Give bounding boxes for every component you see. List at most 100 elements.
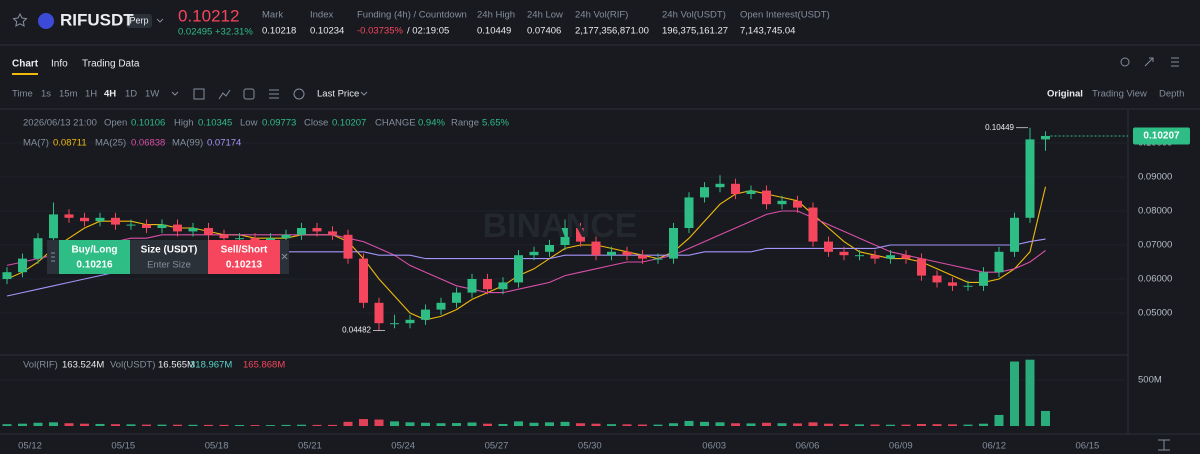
- candle-body: [684, 197, 694, 228]
- y-tick-label: 0.09000: [1138, 172, 1172, 183]
- stat-label: 24h High: [477, 10, 515, 21]
- candle-body: [514, 255, 523, 283]
- stat-value: 0.10449: [477, 26, 511, 37]
- buy-button[interactable]: [59, 240, 130, 274]
- legend-value: 0.94%: [418, 118, 445, 129]
- volume-bar: [979, 423, 988, 426]
- volume-bar: [204, 424, 213, 426]
- candle-body: [932, 275, 942, 283]
- volume-bar: [374, 419, 384, 426]
- tool-icon[interactable]: [293, 88, 305, 100]
- interval[interactable]: 1W: [145, 89, 159, 100]
- tool-icon[interactable]: [243, 88, 255, 100]
- favorite-icon[interactable]: [12, 12, 28, 27]
- candle-body: [281, 234, 291, 239]
- price-change-pct: +32.31%: [215, 27, 253, 38]
- interval-dropdown[interactable]: [171, 91, 179, 96]
- candle-body: [483, 279, 492, 290]
- volume-bar: [1041, 410, 1050, 426]
- close-icon[interactable]: [281, 253, 288, 260]
- volume-bar: [731, 423, 740, 426]
- volume-bar: [483, 423, 492, 426]
- candle-body: [576, 228, 585, 242]
- tab[interactable]: Trading Data: [82, 59, 140, 70]
- volume-bar: [839, 424, 849, 426]
- volume-legend-value: 16.565M: [158, 360, 195, 371]
- candle-body: [901, 255, 911, 259]
- candle-body: [188, 228, 198, 232]
- tab-underline: [12, 73, 38, 75]
- candle-body: [762, 190, 771, 205]
- interval[interactable]: 1D: [125, 89, 137, 100]
- tab[interactable]: Info: [51, 59, 68, 70]
- interval[interactable]: 4H: [104, 89, 116, 100]
- candle-body: [498, 282, 508, 290]
- price-type[interactable]: Last Price: [317, 89, 359, 100]
- settings-icon[interactable]: [1171, 57, 1179, 67]
- volume-bar: [901, 424, 911, 426]
- tool-icon[interactable]: [218, 89, 231, 100]
- candle-body: [545, 245, 554, 252]
- contract-badge: Perp: [129, 15, 148, 25]
- stat-value: 0.10234: [310, 26, 344, 37]
- candle-body: [886, 255, 895, 259]
- volume-bar: [684, 420, 694, 426]
- legend-value: 5.65%: [482, 118, 509, 129]
- view-option[interactable]: Original: [1047, 89, 1083, 100]
- volume-bar: [591, 423, 601, 426]
- buy-price[interactable]: 0.10216: [76, 260, 113, 271]
- tool-icon[interactable]: [193, 88, 205, 100]
- interval[interactable]: 15m: [59, 89, 78, 100]
- interval[interactable]: 1H: [85, 89, 97, 100]
- legend-value: 0.09773: [262, 118, 296, 129]
- sell-button[interactable]: [208, 240, 280, 274]
- candle-body: [731, 183, 740, 194]
- candle-body: [1025, 139, 1035, 218]
- sell-label[interactable]: Sell/Short: [221, 245, 268, 256]
- candle-body: [839, 251, 849, 256]
- volume-bar: [700, 421, 709, 426]
- legend-label: Range: [451, 118, 479, 129]
- candle-body: [917, 258, 926, 276]
- volume-bar: [808, 422, 818, 426]
- volume-bar: [948, 424, 957, 426]
- tool-icon[interactable]: [269, 89, 279, 99]
- candle-body: [1010, 217, 1019, 252]
- view-option[interactable]: Trading View: [1092, 89, 1147, 100]
- watermark: BINANCE: [483, 207, 638, 245]
- expand-icon[interactable]: [1144, 57, 1154, 67]
- volume-bar: [607, 424, 616, 426]
- ma-legend-value: 0.07174: [207, 138, 241, 149]
- drag-handle[interactable]: [51, 252, 55, 262]
- alert-icon[interactable]: [1120, 57, 1130, 67]
- price-type-dropdown[interactable]: [360, 91, 368, 96]
- x-tick-label: 06/12: [982, 441, 1006, 452]
- x-tick-label: 06/06: [796, 441, 820, 452]
- candle-body: [173, 224, 182, 232]
- y-tick-label: 0.07000: [1138, 240, 1172, 251]
- volume-bar: [64, 423, 74, 426]
- candle-body: [793, 200, 802, 208]
- candle-body: [638, 255, 647, 259]
- legend-label: Open: [104, 118, 127, 129]
- volume-bar: [2, 424, 12, 426]
- stat-value: -0.03735%: [357, 26, 404, 37]
- interval[interactable]: Time: [12, 89, 33, 100]
- candle-body: [49, 214, 58, 239]
- x-tick-label: 06/15: [1076, 441, 1100, 452]
- candle-body: [33, 238, 43, 259]
- axis-scale-icon[interactable]: [1158, 439, 1170, 451]
- interval[interactable]: 1s: [41, 89, 51, 100]
- tab[interactable]: Chart: [12, 59, 39, 70]
- view-option[interactable]: Depth: [1159, 89, 1184, 100]
- legend-label: High: [174, 118, 194, 129]
- symbol-dropdown[interactable]: [156, 18, 164, 23]
- volume-legend-value: 163.524M: [62, 360, 104, 371]
- volume-bar: [545, 422, 554, 426]
- buy-label[interactable]: Buy/Long: [71, 245, 117, 256]
- sell-price[interactable]: 0.10213: [226, 260, 263, 271]
- x-tick-label: 05/18: [205, 441, 229, 452]
- size-input[interactable]: Enter Size: [147, 260, 191, 271]
- candle-body: [591, 241, 601, 256]
- volume-bar: [281, 424, 291, 426]
